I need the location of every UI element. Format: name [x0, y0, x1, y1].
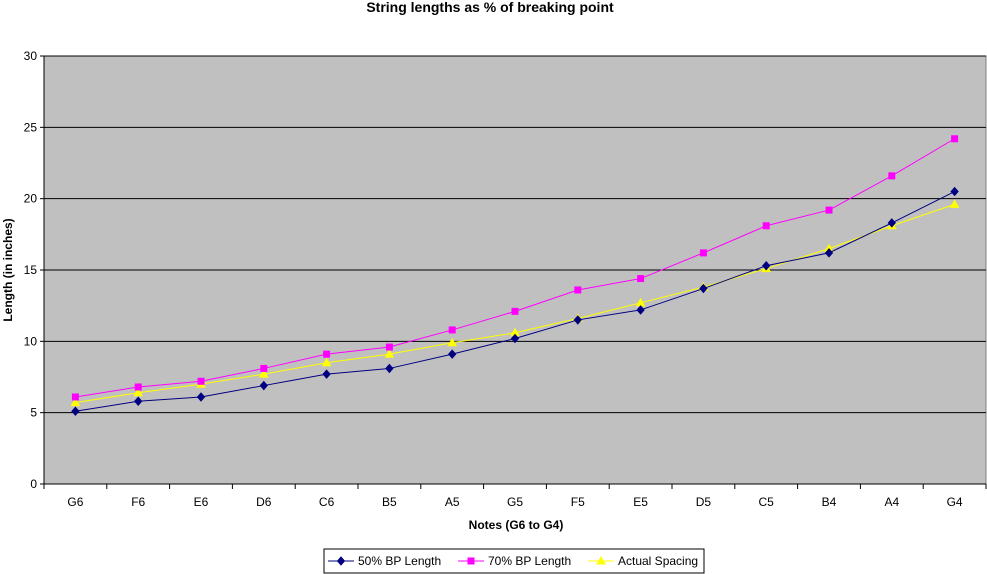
series-1: [71, 135, 959, 401]
data-point: [762, 260, 771, 271]
data-point: [825, 206, 833, 214]
data-point: [699, 283, 708, 294]
data-point: [699, 249, 707, 257]
data-point: [384, 349, 395, 358]
data-point: [134, 396, 143, 407]
data-point: [70, 397, 81, 407]
y-tick-label: 30: [24, 49, 38, 63]
data-point: [134, 383, 142, 391]
legend-marker: [596, 555, 606, 565]
data-point: [951, 135, 959, 143]
data-point: [71, 406, 80, 416]
y-axis-ticks: 0 5 10 15 20 25 30: [24, 49, 44, 491]
data-point: [888, 172, 896, 180]
data-point: [762, 222, 770, 230]
x-tick-label: D5: [696, 495, 712, 509]
x-tick-label: B4: [822, 495, 837, 509]
series-0: [71, 186, 959, 416]
data-point: [71, 393, 79, 401]
data-point: [323, 350, 331, 358]
legend-marker: [467, 557, 475, 565]
data-point: [197, 377, 205, 385]
x-axis-title: Notes (G6 to G4): [469, 518, 564, 532]
data-point: [636, 305, 645, 315]
legend-entry: 70% BP Length: [458, 554, 571, 568]
x-tick-label: G6: [67, 495, 83, 509]
x-tick-label: F6: [131, 495, 145, 509]
data-point: [950, 186, 959, 197]
data-point: [322, 369, 331, 379]
data-point: [448, 349, 457, 359]
x-tick-label: A4: [884, 495, 899, 509]
x-tick-label: D6: [256, 495, 272, 509]
x-tick-label: G4: [947, 495, 963, 509]
x-axis-ticks: G6 F6 E6 D6 C6 B5 A5 G5 F5 E5 D5 C5 B4 A4 G4: [43, 484, 987, 509]
y-tick-label: 10: [24, 334, 38, 348]
y-tick-label: 25: [24, 120, 38, 134]
series-layer: [70, 135, 960, 416]
x-tick-label: G5: [507, 495, 523, 509]
data-point: [385, 343, 393, 351]
x-tick-label: B5: [382, 495, 397, 509]
legend-label: 70% BP Length: [488, 554, 571, 568]
data-point: [949, 199, 960, 208]
data-point: [321, 357, 332, 367]
gridlines: [44, 55, 986, 414]
data-point: [259, 380, 268, 391]
legend-label: Actual Spacing: [618, 554, 698, 568]
data-point: [887, 218, 896, 228]
x-tick-label: E5: [633, 495, 648, 509]
legend: 50% BP Length 70% BP Length Actual Spacing: [323, 548, 705, 574]
data-point: [258, 369, 269, 378]
x-tick-label: A5: [445, 495, 460, 509]
data-point: [637, 275, 645, 283]
x-tick-label: E6: [194, 495, 209, 509]
y-tick-label: 15: [24, 263, 38, 277]
legend-label: 50% BP Length: [358, 554, 441, 568]
legend-box: [323, 548, 705, 574]
data-point: [510, 333, 520, 344]
legend-entry: 50% BP Length: [328, 554, 441, 568]
data-point: [573, 315, 582, 325]
x-tick-label: C6: [319, 495, 335, 509]
data-point: [824, 248, 834, 258]
x-tick-label: F5: [571, 495, 585, 509]
data-point: [448, 326, 456, 334]
legend-entry: Actual Spacing: [588, 554, 698, 568]
data-point: [385, 363, 394, 374]
data-point: [196, 392, 206, 402]
data-point: [574, 286, 582, 294]
chart-title: String lengths as % of breaking point: [366, 0, 614, 15]
data-point: [447, 337, 458, 347]
data-point: [133, 387, 144, 397]
legend-marker: [336, 556, 346, 566]
x-tick-label: C5: [759, 495, 775, 509]
data-point: [511, 307, 519, 315]
y-tick-label: 20: [24, 192, 38, 206]
y-tick-label: 0: [30, 477, 37, 491]
data-point: [260, 364, 268, 372]
y-tick-label: 5: [30, 406, 37, 420]
y-axis-title: Length (in inches): [1, 218, 15, 321]
